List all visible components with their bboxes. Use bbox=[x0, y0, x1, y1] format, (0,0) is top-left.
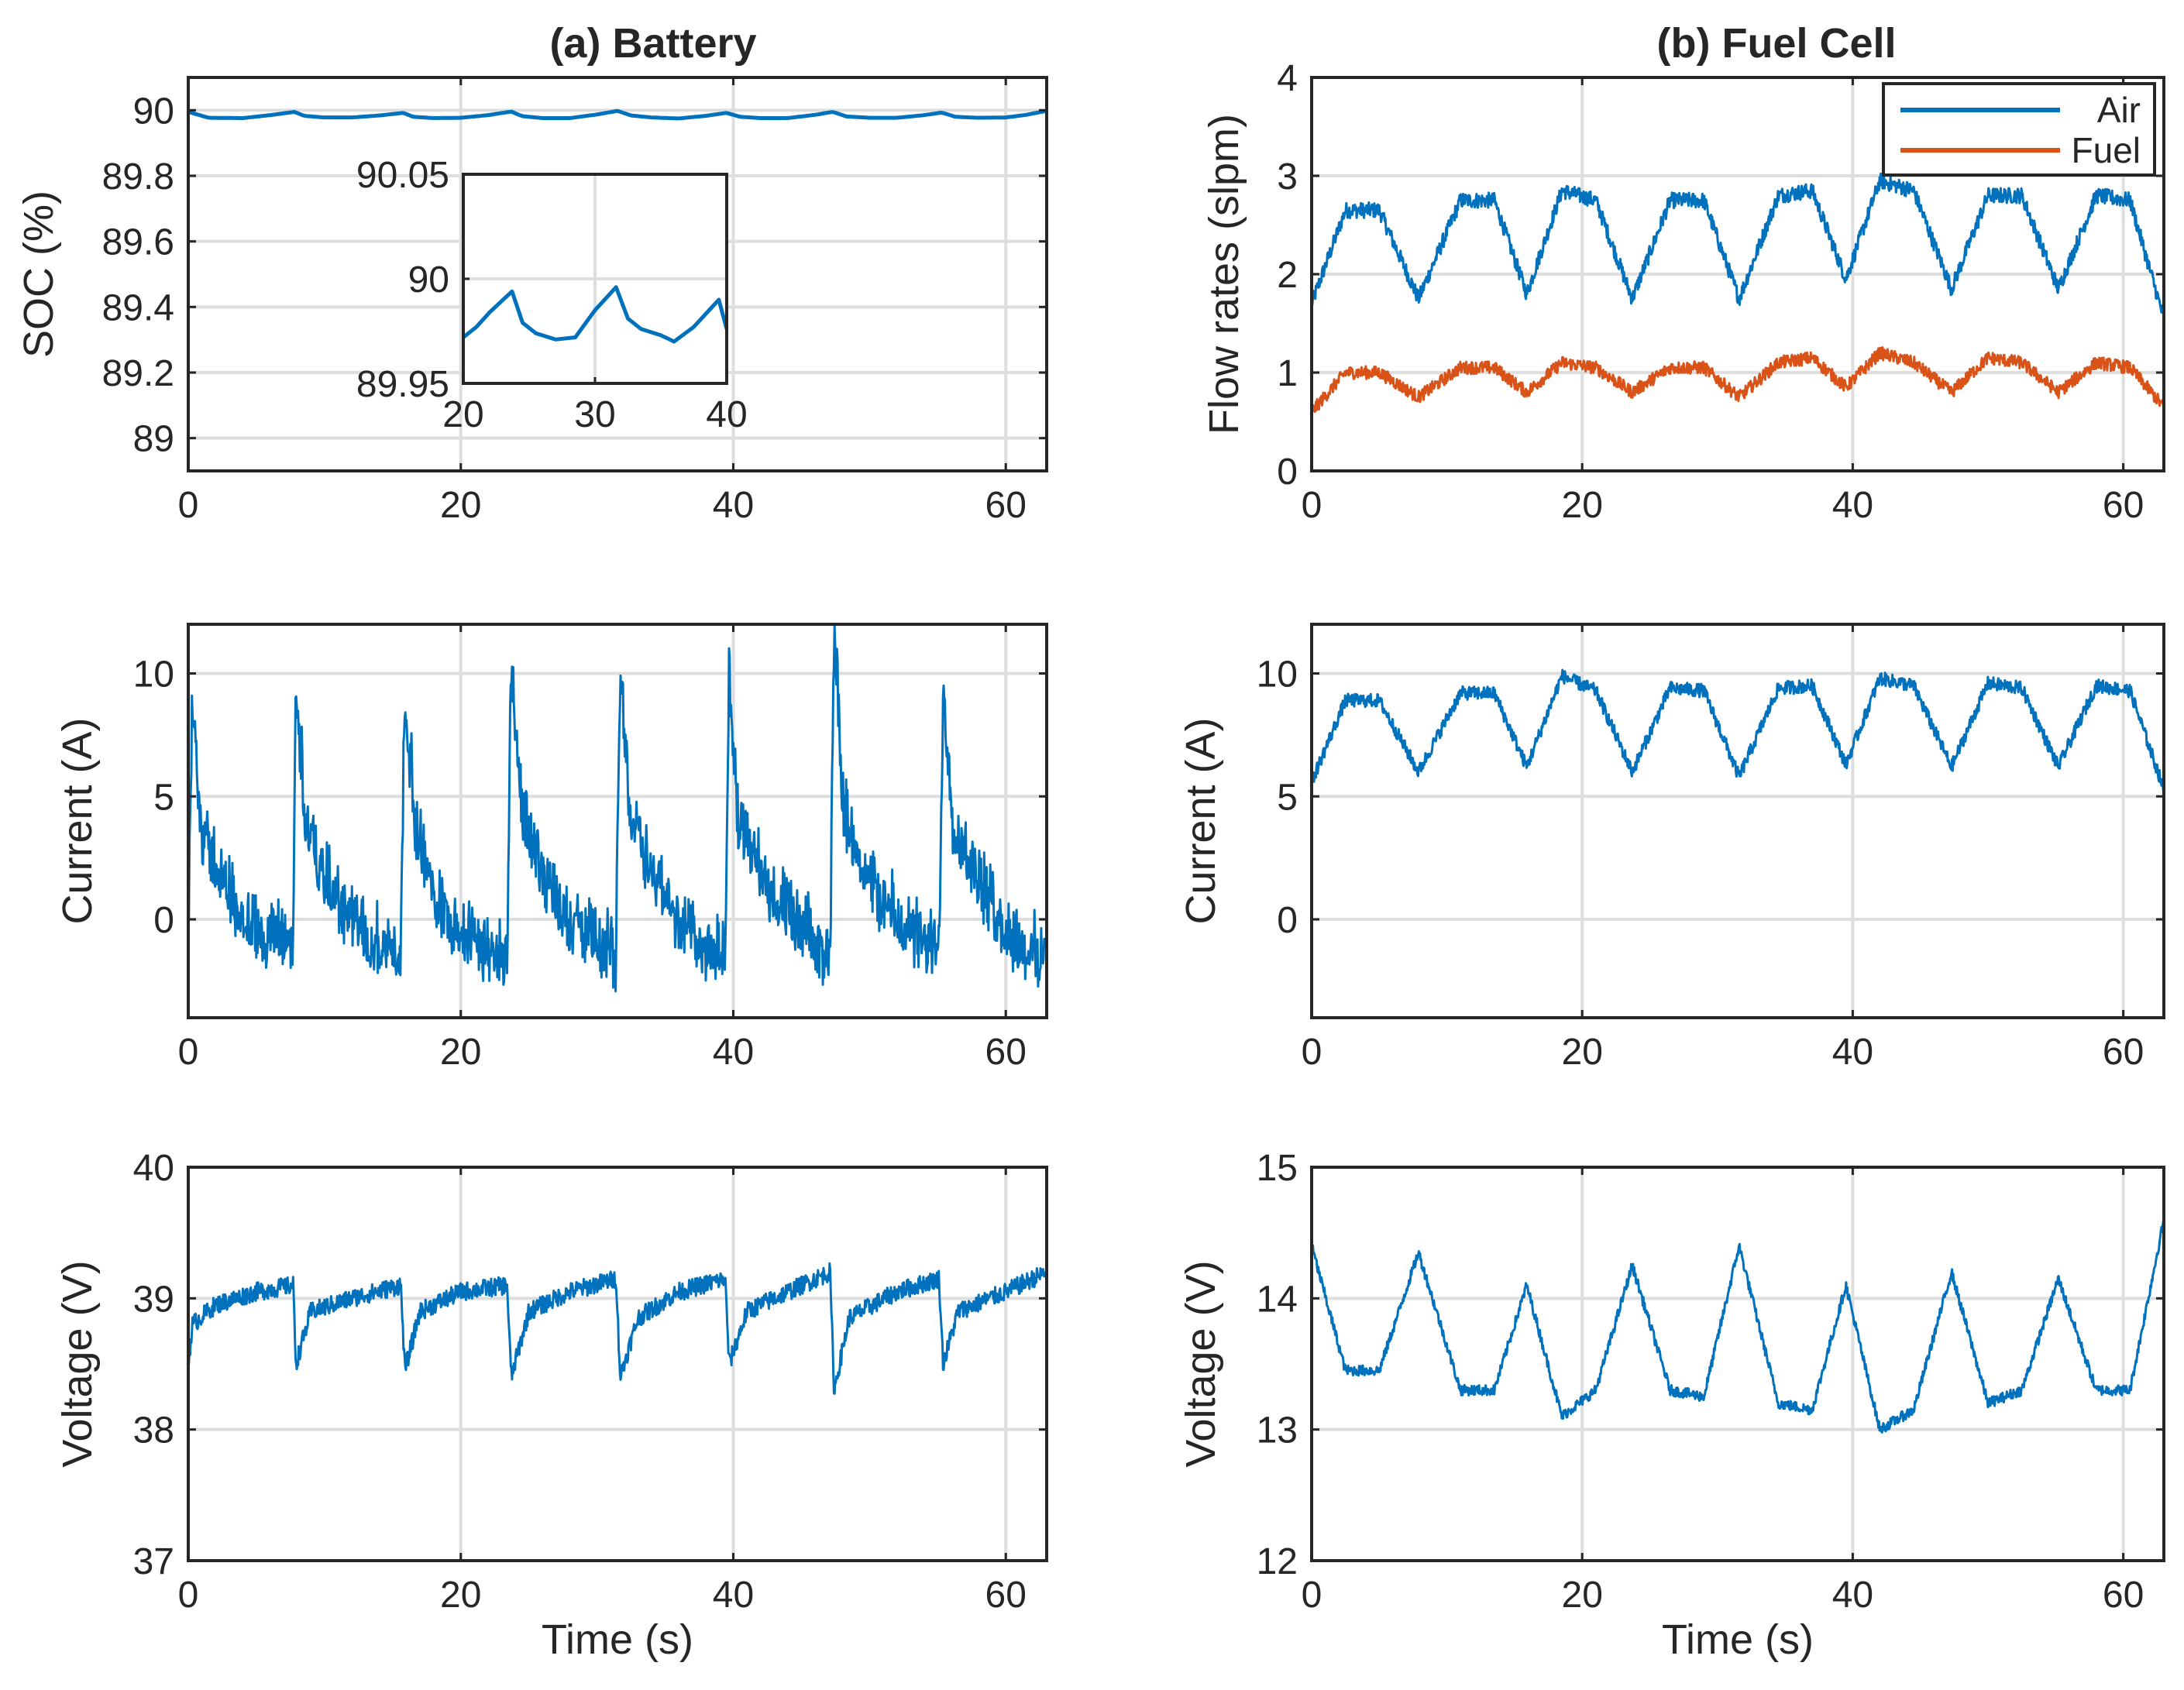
battery-voltage-xtick-label: 20 bbox=[440, 1575, 481, 1616]
battery-voltage-xtick-label: 40 bbox=[713, 1575, 754, 1616]
battery-soc-ytick-label: 89.4 bbox=[102, 287, 174, 328]
battery-soc-xtick-label: 60 bbox=[985, 485, 1027, 526]
battery-soc-inset-xtick-label: 20 bbox=[442, 394, 483, 435]
battery-voltage-frame bbox=[187, 1166, 1048, 1562]
fc-flow-ylabel: Flow rates (slpm) bbox=[1201, 114, 1247, 435]
battery-current-ytick-label: 5 bbox=[153, 777, 174, 818]
fc-flow-xtick-label: 0 bbox=[1302, 485, 1322, 526]
battery-current-xtick-label: 0 bbox=[178, 1032, 199, 1073]
fc-voltage-xtick-label: 60 bbox=[2103, 1575, 2144, 1616]
fc-flow-ytick-label: 3 bbox=[1277, 156, 1298, 198]
battery-current-frame bbox=[187, 623, 1048, 1019]
fc-current-xtick-label: 0 bbox=[1302, 1032, 1322, 1073]
fc-voltage-ytick-label: 13 bbox=[1257, 1410, 1298, 1451]
fc-voltage-series-fuel-cell-voltage bbox=[1310, 1220, 2165, 1434]
fc-flow-xtick-label: 20 bbox=[1562, 485, 1603, 526]
fc-flow-legend-box bbox=[1882, 82, 2156, 177]
fc-voltage-xlabel: Time (s) bbox=[1662, 1616, 1814, 1663]
battery-soc-inset-ytick-label: 90 bbox=[408, 259, 449, 301]
battery-current-xtick-label: 40 bbox=[713, 1032, 754, 1073]
battery-soc-xtick-label: 0 bbox=[178, 485, 199, 526]
battery-current-xtick-label: 60 bbox=[985, 1032, 1027, 1073]
battery-soc-inset-xtick-label: 30 bbox=[574, 394, 615, 435]
fc-voltage-xtick-label: 20 bbox=[1562, 1575, 1603, 1616]
battery-soc-axes: 0 20 40 60 89 89.2 89.4 89.6 89.8 90 SOC (%) 20 30 40… bbox=[15, 76, 1048, 526]
battery-current-ylabel: Current (A) bbox=[54, 717, 101, 924]
battery-voltage-ytick-label: 40 bbox=[133, 1148, 174, 1189]
fc-current-axes: 0 20 40 60 0 5 10 Current (A) bbox=[1178, 623, 2165, 1073]
fc-voltage-ytick-label: 14 bbox=[1257, 1279, 1298, 1320]
fc-voltage-ytick-label: 12 bbox=[1257, 1541, 1298, 1582]
fc-voltage-ylabel: Voltage (V) bbox=[1178, 1260, 1224, 1467]
fc-current-ytick-label: 0 bbox=[1277, 900, 1298, 941]
fc-voltage-axes: 0 20 40 60 12 13 14 15 Voltage (V) Time (s) bbox=[1178, 1148, 2165, 1663]
battery-column-title: (a) Battery bbox=[549, 20, 756, 67]
fc-flow-ytick-label: 2 bbox=[1277, 255, 1298, 296]
fc-voltage-xtick-label: 0 bbox=[1302, 1575, 1322, 1616]
battery-soc-ytick-label: 89.2 bbox=[102, 353, 174, 394]
fuel-cell-column-title: (b) Fuel Cell bbox=[1657, 20, 1897, 67]
fc-flow-legend-label-fuel: Fuel bbox=[2072, 130, 2141, 170]
fc-current-ylabel: Current (A) bbox=[1178, 717, 1224, 924]
battery-current-series-battery-current bbox=[187, 623, 1048, 993]
fc-current-ytick-label: 5 bbox=[1277, 777, 1298, 818]
battery-soc-inset-xtick-label: 40 bbox=[706, 394, 747, 435]
fc-flow-legend-label-air: Air bbox=[2097, 90, 2141, 130]
battery-current-axes: 0 20 40 60 0 5 10 Current (A) bbox=[54, 623, 1048, 1073]
battery-soc-ytick-label: 89.8 bbox=[102, 156, 174, 198]
battery-voltage-ytick-label: 38 bbox=[133, 1410, 174, 1451]
fc-flow-ytick-label: 4 bbox=[1277, 58, 1298, 99]
fc-voltage-ytick-label: 15 bbox=[1257, 1148, 1298, 1189]
battery-voltage-xtick-label: 60 bbox=[985, 1575, 1027, 1616]
fc-current-xtick-label: 60 bbox=[2103, 1032, 2144, 1073]
fc-current-xtick-label: 40 bbox=[1832, 1032, 1873, 1073]
battery-soc-inset-series bbox=[462, 285, 729, 344]
battery-soc-ytick-label: 90 bbox=[133, 91, 174, 132]
fc-flow-ytick-label: 1 bbox=[1277, 353, 1298, 394]
fc-flow-series-air bbox=[1310, 172, 2165, 314]
battery-voltage-ytick-label: 37 bbox=[133, 1541, 174, 1582]
battery-soc-frame bbox=[187, 76, 1048, 472]
fc-current-series-fuel-cell-current bbox=[1310, 668, 2165, 792]
battery-soc-ytick-label: 89.6 bbox=[102, 222, 174, 263]
battery-voltage-series-battery-voltage bbox=[187, 1262, 1048, 1395]
fc-flow-ytick-label: 0 bbox=[1277, 452, 1298, 493]
battery-soc-xtick-label: 40 bbox=[713, 485, 754, 526]
battery-voltage-ytick-label: 39 bbox=[133, 1279, 174, 1320]
fc-current-xtick-label: 20 bbox=[1562, 1032, 1603, 1073]
battery-soc-xtick-label: 20 bbox=[440, 485, 481, 526]
battery-soc-inset-ytick-label: 90.05 bbox=[356, 155, 449, 196]
fc-current-frame bbox=[1310, 623, 2165, 1019]
battery-voltage-ylabel: Voltage (V) bbox=[54, 1260, 101, 1467]
battery-soc-inset: 20 30 40 89.95 90 90.05 bbox=[356, 155, 748, 435]
battery-voltage-xtick-label: 0 bbox=[178, 1575, 199, 1616]
fc-flow-xtick-label: 40 bbox=[1832, 485, 1873, 526]
battery-current-ytick-label: 0 bbox=[153, 900, 174, 941]
battery-soc-inset-ytick-label: 89.95 bbox=[356, 364, 449, 405]
battery-current-ytick-label: 10 bbox=[133, 654, 174, 696]
battery-soc-ylabel: SOC (%) bbox=[15, 191, 62, 358]
battery-soc-ytick-label: 89 bbox=[133, 419, 174, 460]
battery-soc-series-soc bbox=[187, 108, 1047, 121]
battery-voltage-axes: 0 20 40 60 37 38 39 40 Voltage (V) Time (s) bbox=[54, 1148, 1048, 1663]
fc-voltage-xtick-label: 40 bbox=[1832, 1575, 1873, 1616]
battery-voltage-xlabel: Time (s) bbox=[542, 1616, 693, 1663]
fc-flow-xtick-label: 60 bbox=[2103, 485, 2144, 526]
fc-flow-series-fuel bbox=[1310, 346, 2165, 415]
fc-voltage-frame bbox=[1310, 1166, 2165, 1562]
fc-current-ytick-label: 10 bbox=[1257, 654, 1298, 696]
battery-current-xtick-label: 20 bbox=[440, 1032, 481, 1073]
